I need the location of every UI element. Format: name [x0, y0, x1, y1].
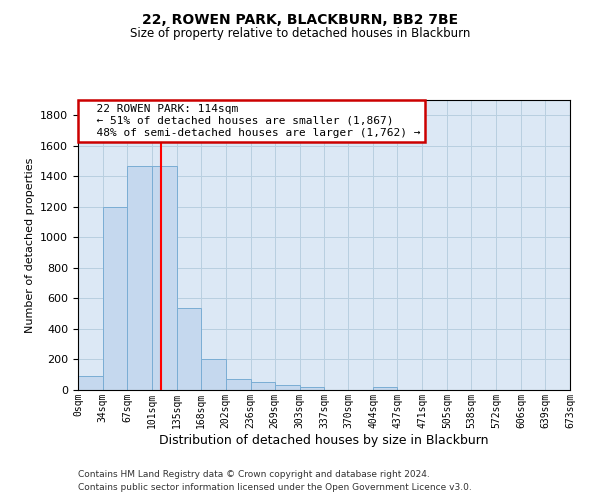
Text: 22 ROWEN PARK: 114sqm
  ← 51% of detached houses are smaller (1,867)
  48% of se: 22 ROWEN PARK: 114sqm ← 51% of detached … — [83, 104, 421, 138]
Bar — [201, 360, 226, 390]
Y-axis label: Number of detached properties: Number of detached properties — [25, 158, 35, 332]
Bar — [78, 376, 103, 390]
Text: Contains public sector information licensed under the Open Government Licence v3: Contains public sector information licen… — [78, 482, 472, 492]
Bar — [251, 382, 275, 390]
Bar — [226, 380, 251, 390]
Text: 22, ROWEN PARK, BLACKBURN, BB2 7BE: 22, ROWEN PARK, BLACKBURN, BB2 7BE — [142, 12, 458, 26]
Text: Size of property relative to detached houses in Blackburn: Size of property relative to detached ho… — [130, 28, 470, 40]
Bar — [176, 308, 201, 390]
X-axis label: Distribution of detached houses by size in Blackburn: Distribution of detached houses by size … — [159, 434, 489, 446]
Bar — [299, 387, 325, 390]
Bar — [275, 384, 299, 390]
Bar — [152, 166, 176, 390]
Bar — [127, 166, 152, 390]
Bar — [103, 207, 127, 390]
Bar — [373, 387, 397, 390]
Text: Contains HM Land Registry data © Crown copyright and database right 2024.: Contains HM Land Registry data © Crown c… — [78, 470, 430, 479]
